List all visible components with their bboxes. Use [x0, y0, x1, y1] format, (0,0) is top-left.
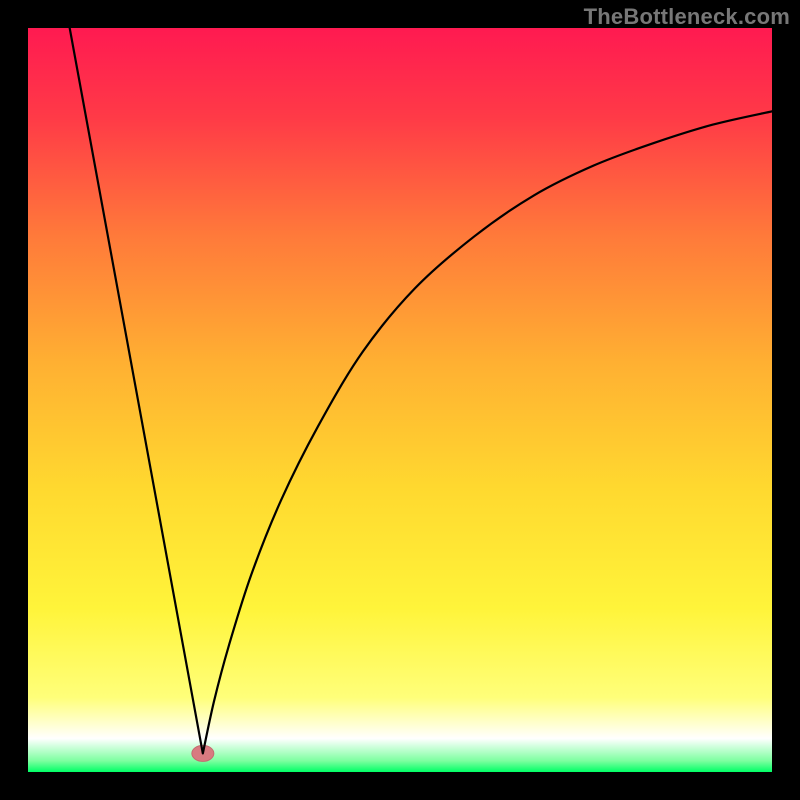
chart-svg [0, 0, 800, 800]
watermark-text: TheBottleneck.com [584, 4, 790, 30]
chart-container: TheBottleneck.com [0, 0, 800, 800]
